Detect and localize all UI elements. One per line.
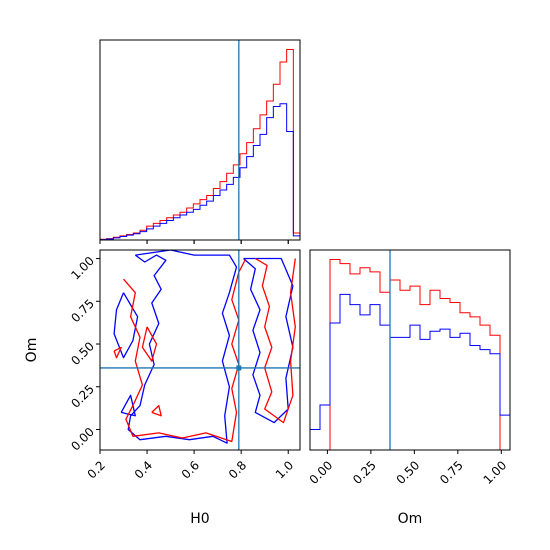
contour-red-line [254, 257, 296, 424]
contour-red-line [151, 404, 162, 417]
hist-h0-panel [99, 39, 301, 244]
contour-xtick-label: 0.2 [85, 458, 108, 481]
contour-red-line [123, 258, 247, 443]
hist-om-xtick-label: 0.50 [394, 458, 423, 487]
contour-xtick-label: 0.8 [226, 458, 249, 481]
contour-blue-line [243, 257, 294, 424]
contour-ytick-label: 1.00 [68, 254, 97, 283]
hist-om-xtick-label: 1.00 [481, 458, 510, 487]
x-axis-label-h0: H0 [190, 511, 209, 527]
contour-ytick-label: 0.50 [68, 339, 97, 368]
hist-h0-red-series [100, 49, 300, 240]
contour-panel: 0.2 0.4 0.6 0.8 1.0 0.00 0.25 0.50 0.75 1.00 H0 O… [24, 249, 301, 527]
contour-blue-line [113, 292, 139, 359]
contour-xtick-label: 0.4 [132, 458, 155, 481]
hist-om-xtick-label: 0.25 [350, 458, 379, 487]
hist-h0-blue-series [100, 103, 300, 240]
contour-xtick-label: 0.6 [179, 458, 202, 481]
hist-om-xtick-label: 0.00 [307, 458, 336, 487]
contour-red-line [113, 346, 122, 359]
hist-om-red-series [310, 259, 510, 450]
hist-om-blue-series [310, 293, 510, 450]
y-axis-label-om: Om [24, 338, 40, 363]
contour-ytick-label: 0.75 [68, 296, 97, 325]
contour-blue-line [127, 250, 238, 444]
contour-truth-marker [236, 365, 242, 371]
x-axis-label-om: Om [398, 511, 423, 527]
hist-om-panel: 0.00 0.25 0.50 0.75 1.00 Om [307, 249, 511, 527]
hist-h0-frame [99, 39, 301, 241]
contour-frame [99, 249, 301, 451]
contour-ytick-label: 0.00 [68, 425, 97, 454]
contour-red-line [141, 326, 158, 362]
hist-om-frame [309, 249, 511, 451]
contour-ytick-label: 0.25 [68, 382, 97, 411]
contour-xtick-label: 1.0 [273, 458, 296, 481]
hist-om-xtick-label: 0.75 [437, 458, 466, 487]
